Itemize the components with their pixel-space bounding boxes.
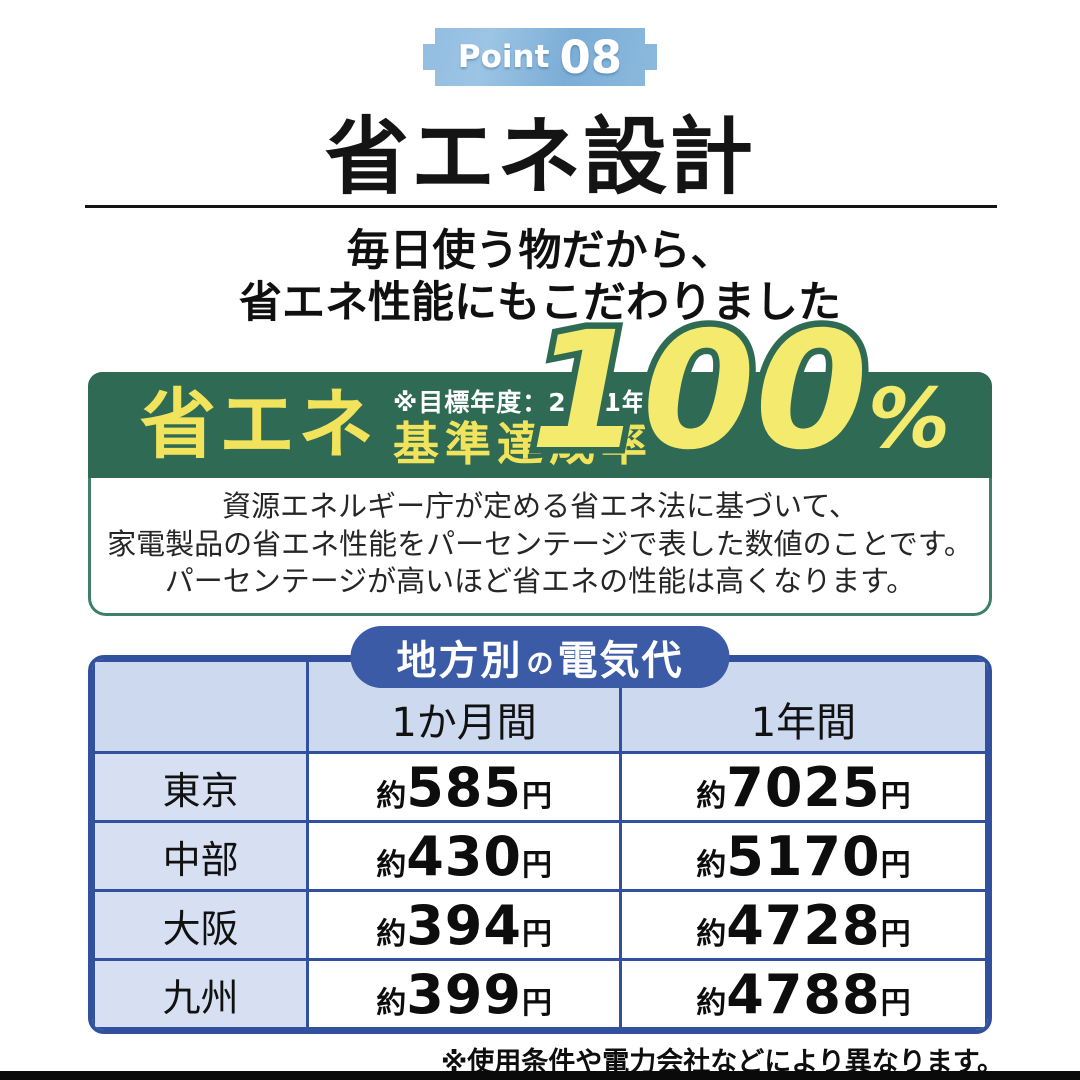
month-cost-cell: 約585円: [306, 751, 622, 823]
subtitle-line-2: 省エネ性能にもこだわりました: [239, 277, 841, 328]
electricity-table-frame: 1か月間 1年間 東京 約585円 約7025円 中部 約430円 約5170円…: [88, 655, 992, 1034]
table-row-osaka: 大阪 約394円 約4728円: [92, 889, 988, 961]
region-cell: 中部: [92, 820, 310, 892]
point-badge-number: 08: [559, 30, 623, 84]
target-year-note: ※目標年度：2021年度: [393, 387, 674, 417]
table-caption-part1: 地方別: [396, 638, 523, 684]
energy-rating-banner: 省エネ ※目標年度：2021年度 基準達成率 100% 100%: [88, 305, 992, 480]
achievement-value-outline: 100%: [523, 298, 956, 486]
description-line-1: 資源エネルギー庁が定める省エネ法に基づいて、: [222, 489, 858, 523]
achievement-value-fill: 100%: [529, 298, 950, 486]
description-line-2: 家電製品の省エネ性能をパーセンテージで表した数値のことです。: [107, 526, 973, 561]
year-cost-cell: 約7025円: [618, 751, 988, 823]
table-row-tokyo: 東京 約585円 約7025円: [92, 751, 988, 823]
bottom-letterbox-bar: [0, 1071, 1080, 1080]
table-header-row: 1か月間 1年間: [92, 659, 988, 754]
banner-headline: 省エネ: [140, 380, 377, 469]
page-title: 省エネ設計: [324, 108, 755, 206]
region-cell: 九州: [92, 958, 310, 1030]
electricity-table-section: 地方別 の 電気代 1か月間 1年間 東京 約585円 約7025円 中部 約4…: [88, 626, 992, 1034]
table-row-chubu: 中部 約430円 約5170円: [92, 820, 988, 892]
achievement-rate-label: 基準達成率: [393, 416, 653, 471]
description-line-3: パーセンテージが高いほど省エネの性能は高くなります。: [164, 564, 916, 599]
title-divider: [85, 205, 997, 208]
electricity-table: 1か月間 1年間 東京 約585円 約7025円 中部 約430円 約5170円…: [92, 659, 988, 1030]
region-cell: 大阪: [92, 889, 310, 961]
banner-label-column: ※目標年度：2021年度 基準達成率: [393, 383, 674, 470]
month-cost-cell: 約399円: [306, 958, 622, 1030]
description-box: 資源エネルギー庁が定める省エネ法に基づいて、 家電製品の省エネ性能をパーセンテー…: [88, 478, 992, 617]
region-cell: 東京: [92, 751, 310, 823]
point-badge-word: Point: [457, 39, 550, 75]
achievement-value: 100% 100%: [523, 298, 956, 486]
subtitle-line-1: 毎日使う物だから、: [346, 226, 734, 276]
year-cost-cell: 約4728円: [618, 889, 988, 961]
subtitle: 毎日使う物だから、 省エネ性能にもこだわりました: [0, 226, 1080, 329]
month-cost-cell: 約430円: [306, 820, 622, 892]
table-row-kyushu: 九州 約399円 約4788円: [92, 958, 988, 1030]
year-cost-cell: 約4788円: [618, 958, 988, 1030]
month-cost-cell: 約394円: [306, 889, 622, 961]
table-caption-particle: の: [526, 648, 554, 680]
table-caption-part2: 電気代: [557, 638, 684, 684]
energy-rating-section: 省エネ ※目標年度：2021年度 基準達成率 100% 100% 資源エネルギー…: [88, 305, 992, 617]
point-badge: Point 08: [423, 28, 657, 86]
table-caption-pill: 地方別 の 電気代: [350, 626, 730, 688]
corner-cell: [92, 659, 310, 754]
year-cost-cell: 約5170円: [618, 820, 988, 892]
